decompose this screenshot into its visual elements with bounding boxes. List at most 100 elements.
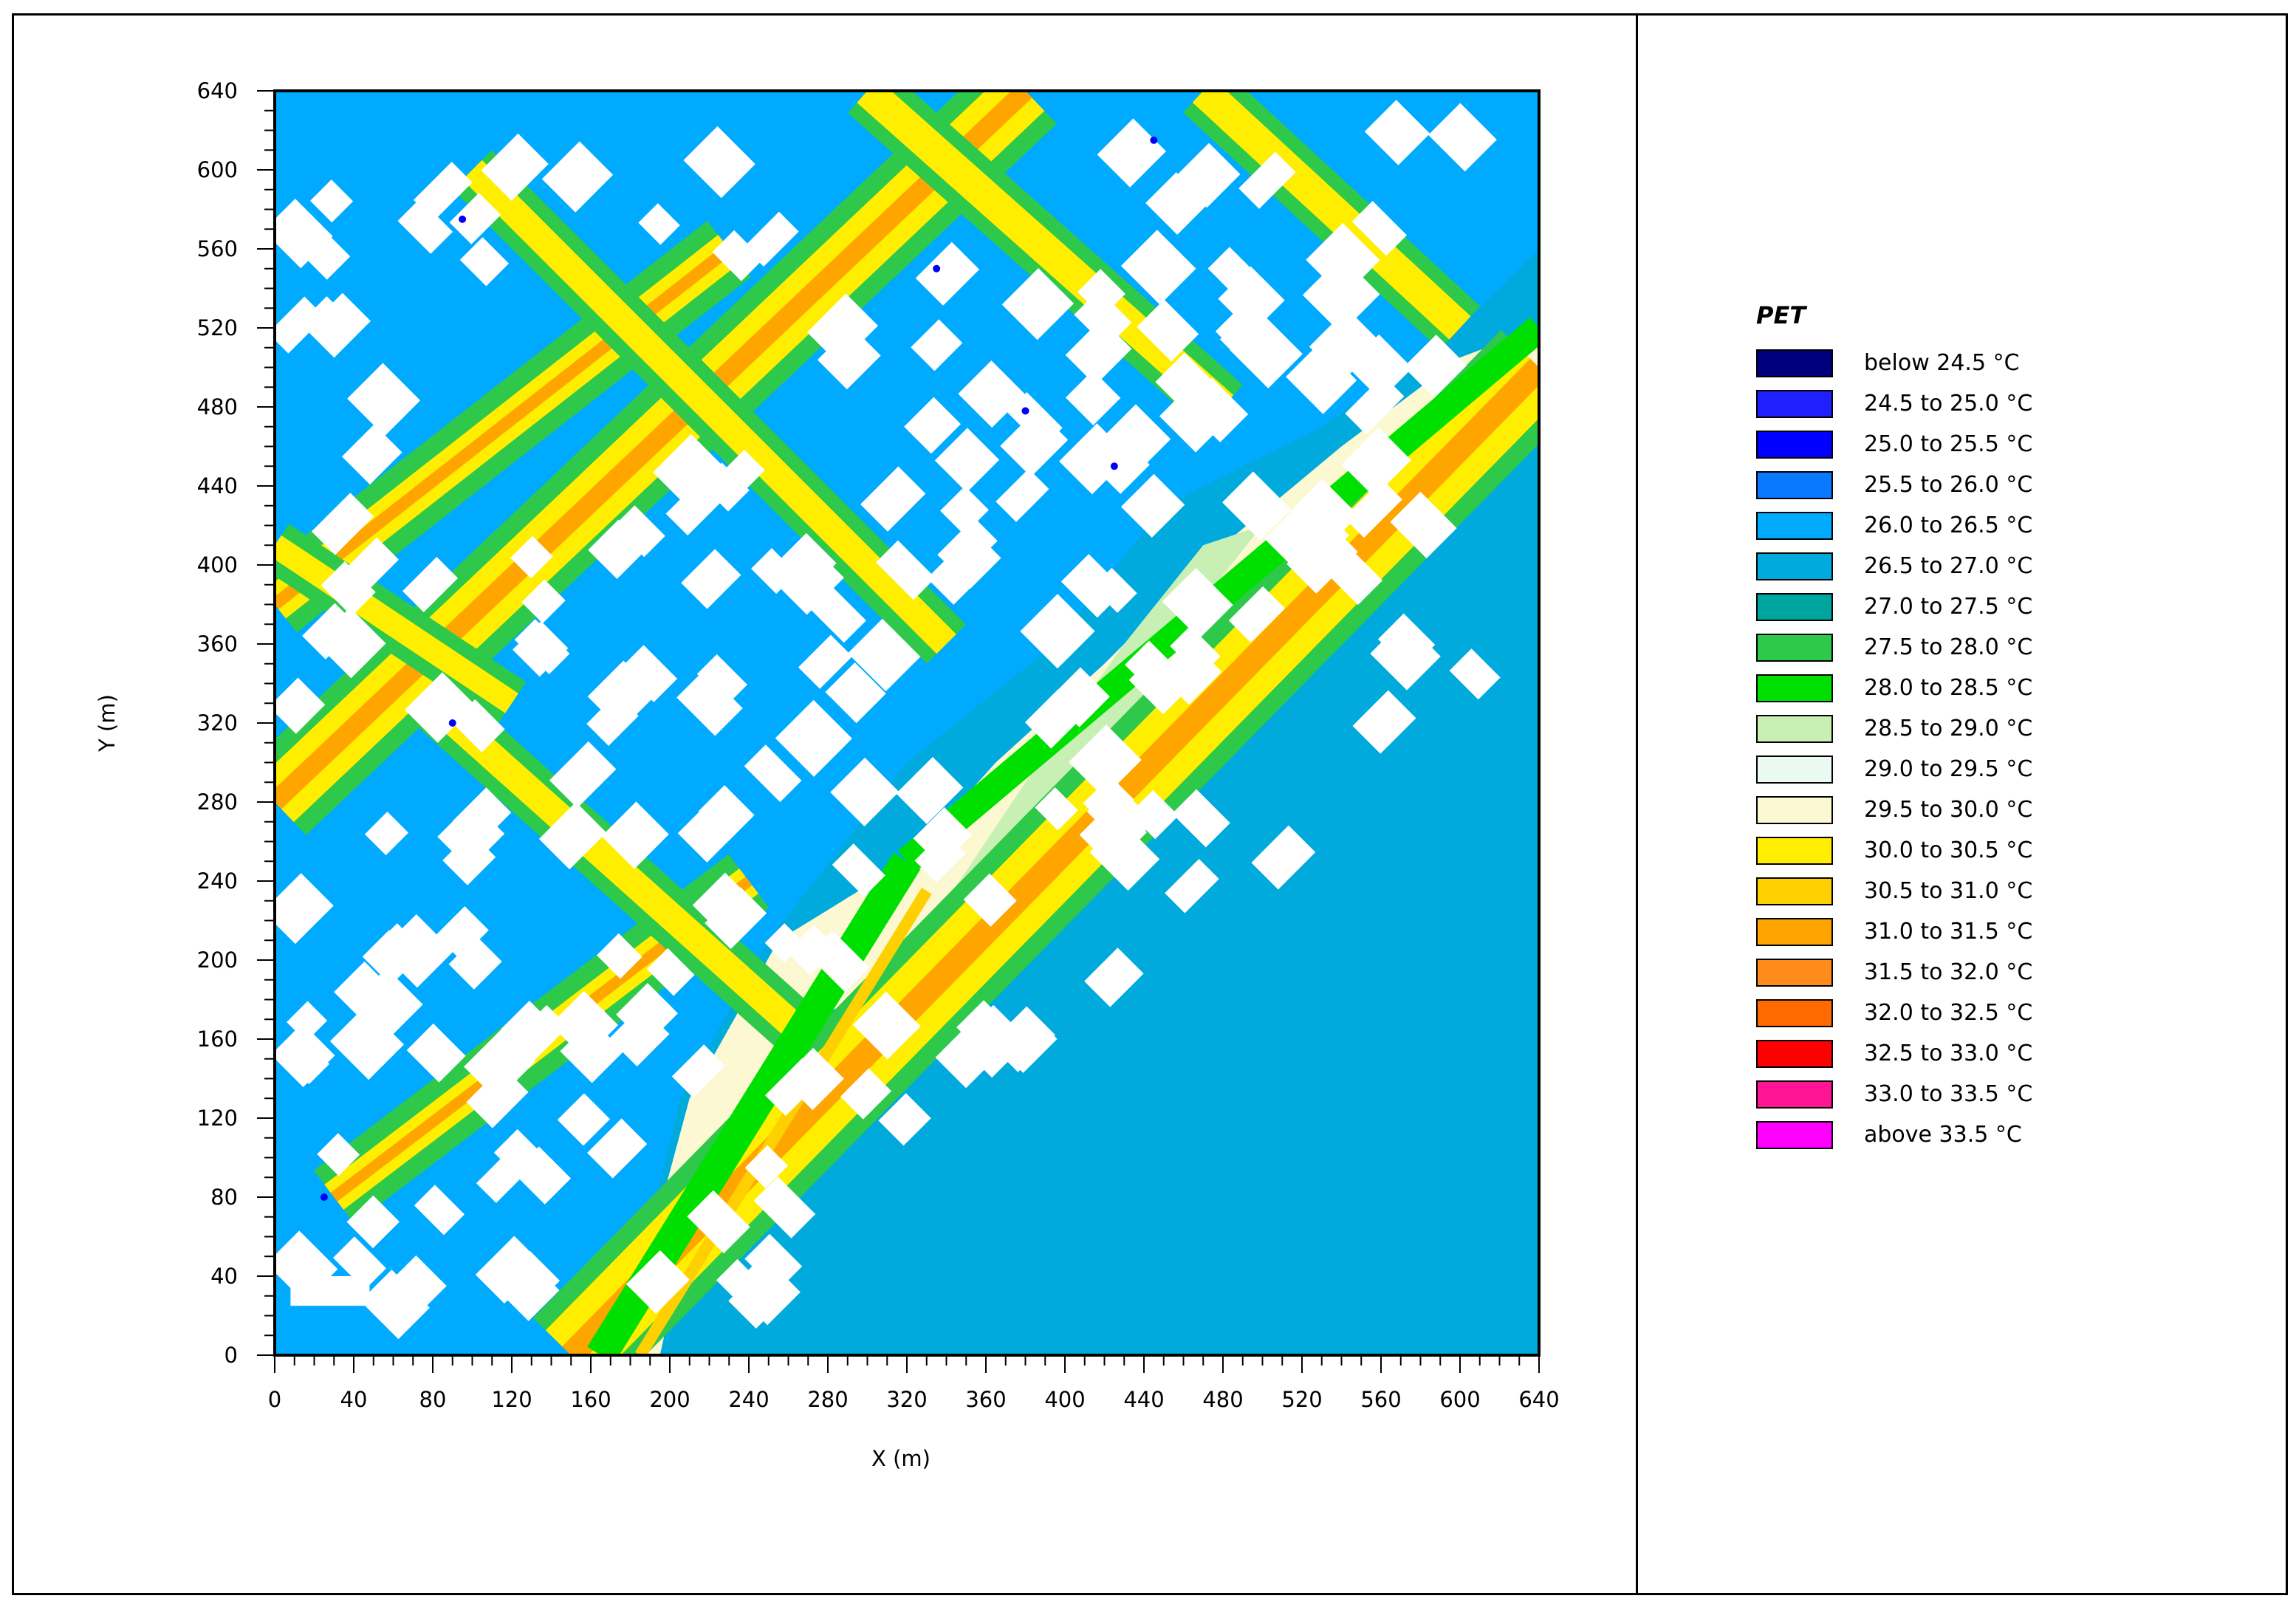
building	[896, 756, 964, 824]
building	[332, 1236, 387, 1290]
building	[1065, 370, 1121, 425]
y-tick-label: 240	[197, 868, 238, 894]
legend-label: 31.0 to 31.5 °C	[1864, 919, 2033, 945]
building	[1089, 820, 1160, 891]
building	[700, 462, 750, 512]
building	[1120, 230, 1196, 305]
x-tick-label: 520	[1281, 1387, 1322, 1412]
x-axis: 0 40 80 120 160 200 240 280 320 360 400 440 480 520 56…	[268, 1357, 1560, 1412]
building	[1024, 688, 1086, 749]
building	[397, 199, 453, 254]
building	[437, 801, 505, 869]
legend-swatch	[1756, 877, 1833, 905]
building	[1074, 289, 1132, 348]
legend-row: 29.5 to 30.0 °C	[1756, 789, 2032, 830]
legend-label: 32.5 to 33.0 °C	[1864, 1041, 2033, 1066]
building	[281, 1035, 330, 1085]
building	[448, 936, 502, 990]
building	[1221, 471, 1292, 541]
x-tick-label: 480	[1202, 1387, 1243, 1412]
y-axis: 0 40 80 120 160 200 240 280 320 360 400 440 480 520 56…	[197, 78, 273, 1368]
building	[321, 561, 376, 617]
building	[751, 548, 797, 595]
building	[1129, 789, 1179, 840]
building	[1162, 567, 1233, 639]
building	[832, 843, 885, 897]
promenade	[897, 317, 1539, 872]
building	[1145, 172, 1208, 235]
legend-swatch	[1756, 1080, 1833, 1109]
building	[481, 133, 549, 201]
building	[466, 1066, 529, 1128]
legend-swatch	[1756, 633, 1833, 662]
legend-row: 30.5 to 31.0 °C	[1756, 871, 2032, 911]
building	[1345, 375, 1405, 435]
legend-row: 32.0 to 32.5 °C	[1756, 993, 2032, 1033]
building	[1377, 613, 1436, 671]
building	[1326, 549, 1383, 606]
building	[290, 1276, 370, 1306]
cool-spot	[933, 264, 941, 273]
building	[1086, 782, 1155, 851]
building	[459, 237, 510, 287]
figure-divider	[1636, 13, 1638, 1595]
x-tick-label: 360	[965, 1387, 1006, 1412]
building	[934, 428, 1000, 493]
building	[311, 493, 374, 555]
y-tick-label: 160	[197, 1027, 238, 1052]
cool-spot	[1110, 462, 1118, 470]
y-tick-label: 0	[225, 1343, 238, 1368]
y-tick-label: 280	[197, 789, 238, 815]
building	[1309, 308, 1382, 381]
street-hot	[562, 358, 1539, 1355]
legend-row: 33.0 to 33.5 °C	[1756, 1074, 2032, 1114]
building	[1001, 268, 1075, 340]
building	[696, 654, 747, 705]
building	[406, 1023, 466, 1083]
building	[876, 540, 936, 600]
building	[692, 872, 763, 943]
y-tick-label: 400	[197, 552, 238, 578]
building	[521, 579, 566, 624]
building	[1069, 724, 1142, 798]
building	[915, 241, 980, 306]
building	[1084, 948, 1144, 1007]
building	[510, 535, 553, 579]
legend-swatch	[1756, 470, 1833, 499]
legend-swatch	[1756, 917, 1833, 946]
y-tick-label: 560	[197, 236, 238, 261]
legend-swatch	[1756, 998, 1833, 1027]
legend-label: 27.5 to 28.0 °C	[1864, 634, 2033, 660]
legend-row: 31.0 to 31.5 °C	[1756, 911, 2032, 952]
legend-swatch	[1756, 836, 1833, 865]
cool-spot	[1021, 407, 1029, 415]
x-tick-label: 200	[649, 1387, 690, 1412]
legend-row: 32.5 to 33.0 °C	[1756, 1033, 2032, 1074]
legend-swatch	[1756, 389, 1833, 418]
x-tick-label: 640	[1518, 1387, 1559, 1412]
legend-row: 31.5 to 32.0 °C	[1756, 952, 2032, 993]
legend-swatch	[1756, 795, 1833, 824]
building	[1302, 256, 1380, 334]
legend-label: 33.0 to 33.5 °C	[1864, 1081, 2033, 1107]
x-tick-label: 600	[1439, 1387, 1480, 1412]
legend-swatch	[1756, 1039, 1833, 1068]
building	[1228, 586, 1285, 643]
legend-label: 30.5 to 31.0 °C	[1864, 878, 2033, 904]
building	[847, 618, 921, 692]
legend-label: 27.0 to 27.5 °C	[1864, 594, 2033, 620]
building	[956, 1000, 1015, 1059]
street-hot	[275, 91, 1032, 809]
building	[597, 933, 642, 979]
building	[402, 557, 459, 613]
building	[676, 670, 743, 736]
building	[1341, 427, 1411, 498]
legend-row: 29.0 to 29.5 °C	[1756, 749, 2032, 789]
building	[840, 1068, 892, 1120]
y-tick-label: 440	[197, 473, 238, 498]
building	[1449, 648, 1501, 700]
legend-swatch	[1756, 349, 1833, 377]
building	[1285, 510, 1350, 575]
legend-row: 26.0 to 26.5 °C	[1756, 505, 2032, 546]
building	[1159, 391, 1221, 453]
